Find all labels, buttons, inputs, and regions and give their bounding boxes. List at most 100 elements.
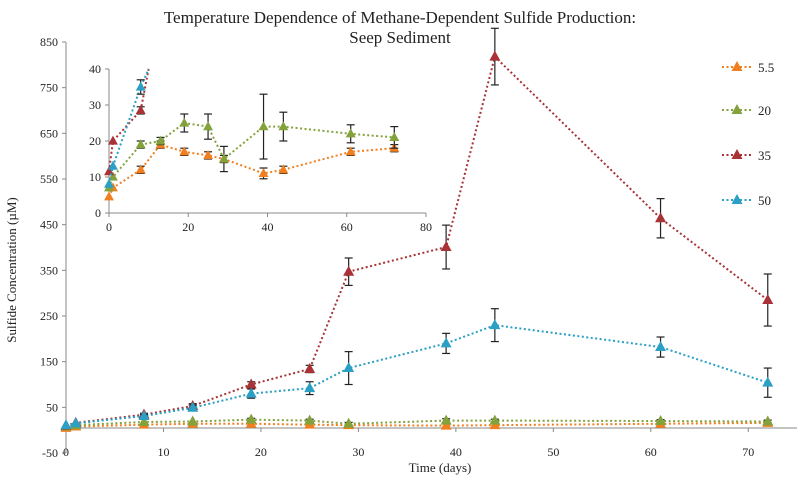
y-tick-label: -50 (42, 446, 58, 460)
data-point (762, 415, 774, 426)
data-point (245, 378, 257, 389)
data-point (104, 166, 114, 176)
data-point (440, 337, 452, 348)
inset-y-tick-label: 40 (89, 62, 101, 76)
y-tick-label: 250 (40, 309, 58, 323)
series-50 (60, 308, 774, 430)
x-tick-label: 0 (63, 445, 69, 459)
data-point (304, 382, 316, 393)
inset-x-tick-label: 80 (420, 220, 432, 234)
series-line (108, 68, 150, 185)
series-line (108, 121, 395, 189)
data-point (138, 410, 150, 421)
data-point (203, 150, 214, 159)
y-axis-label: Sulfide Concentration (µM) (4, 197, 19, 342)
data-point (155, 135, 166, 145)
chart-title: Temperature Dependence of Methane-Depend… (163, 8, 637, 27)
data-point (304, 362, 316, 373)
x-tick-label: 40 (450, 445, 462, 459)
legend-marker (731, 194, 743, 204)
series-line (65, 54, 769, 427)
data-point (440, 414, 452, 425)
series-line (108, 143, 395, 198)
data-point (108, 135, 118, 145)
legend-marker (731, 104, 743, 114)
x-axis-label: Time (days) (409, 460, 472, 475)
legend-marker (731, 61, 743, 71)
x-tick-label: 10 (157, 445, 169, 459)
inset-y-tick-label: 30 (89, 98, 101, 112)
data-point (187, 401, 199, 412)
data-point (187, 415, 199, 426)
x-tick-label: 50 (547, 445, 559, 459)
legend-label: 50 (758, 193, 771, 208)
inset-chart: 0 10 20 30 40 0 20 40 60 80 (79, 59, 436, 237)
data-point (258, 168, 269, 177)
legend-marker (731, 149, 743, 159)
y-tick-label: 750 (40, 81, 58, 95)
data-point (218, 153, 229, 163)
data-point (135, 139, 146, 149)
data-point (60, 419, 72, 430)
data-point (389, 132, 400, 141)
data-point (278, 164, 289, 174)
series-5-5 (104, 139, 400, 201)
data-point (138, 415, 150, 426)
data-point (440, 419, 452, 430)
chart-subtitle: Seep Sediment (349, 28, 451, 47)
data-point (440, 241, 452, 252)
y-tick-label: 350 (40, 263, 58, 277)
series-line (65, 324, 769, 427)
data-point (278, 121, 289, 131)
series-line (108, 68, 150, 172)
data-point (104, 178, 114, 188)
x-tick-label: 60 (645, 445, 657, 459)
legend-label: 5.5 (758, 60, 774, 75)
legend-item: 50 (722, 193, 771, 208)
data-point (345, 146, 356, 156)
data-point (203, 121, 214, 131)
inset-x-tick-label: 0 (106, 220, 112, 234)
data-point (345, 128, 356, 138)
inset-x-tick-label: 60 (341, 220, 353, 234)
data-point (179, 146, 190, 156)
data-point (489, 414, 501, 425)
data-point (655, 212, 667, 223)
data-point (104, 191, 114, 201)
series-5-5 (60, 416, 774, 432)
inset-x-tick-label: 20 (182, 220, 194, 234)
data-point (343, 362, 355, 373)
y-tick-label: 150 (40, 355, 58, 369)
x-tick-label: 30 (352, 445, 364, 459)
legend-label: 35 (758, 148, 771, 163)
data-point (135, 105, 146, 114)
legend-item: 35 (722, 148, 771, 163)
y-tick-label: 850 (40, 35, 58, 49)
legend: 5.5 20 35 50 (722, 60, 774, 208)
inset-background (79, 59, 436, 237)
y-tick-label: 650 (40, 126, 58, 140)
legend-item: 5.5 (722, 60, 774, 75)
x-tick-label: 20 (255, 445, 267, 459)
inset-y-tick-label: 0 (95, 206, 101, 220)
inset-y-tick-label: 10 (89, 170, 101, 184)
series-35 (104, 68, 150, 176)
data-point (304, 414, 316, 425)
data-point (489, 319, 501, 330)
y-tick-label: 450 (40, 218, 58, 232)
data-point (762, 294, 774, 305)
data-point (762, 376, 774, 387)
data-point (108, 160, 118, 170)
series-50 (104, 68, 150, 188)
data-point (655, 415, 667, 426)
inset-y-tick-label: 20 (89, 134, 101, 148)
data-point (135, 164, 146, 174)
data-point (258, 121, 269, 131)
legend-label: 20 (758, 103, 771, 118)
data-point (179, 117, 190, 127)
legend-item: 20 (722, 103, 771, 118)
inset-x-tick-label: 40 (262, 220, 274, 234)
y-tick-label: 50 (46, 400, 58, 414)
data-point (135, 81, 146, 91)
